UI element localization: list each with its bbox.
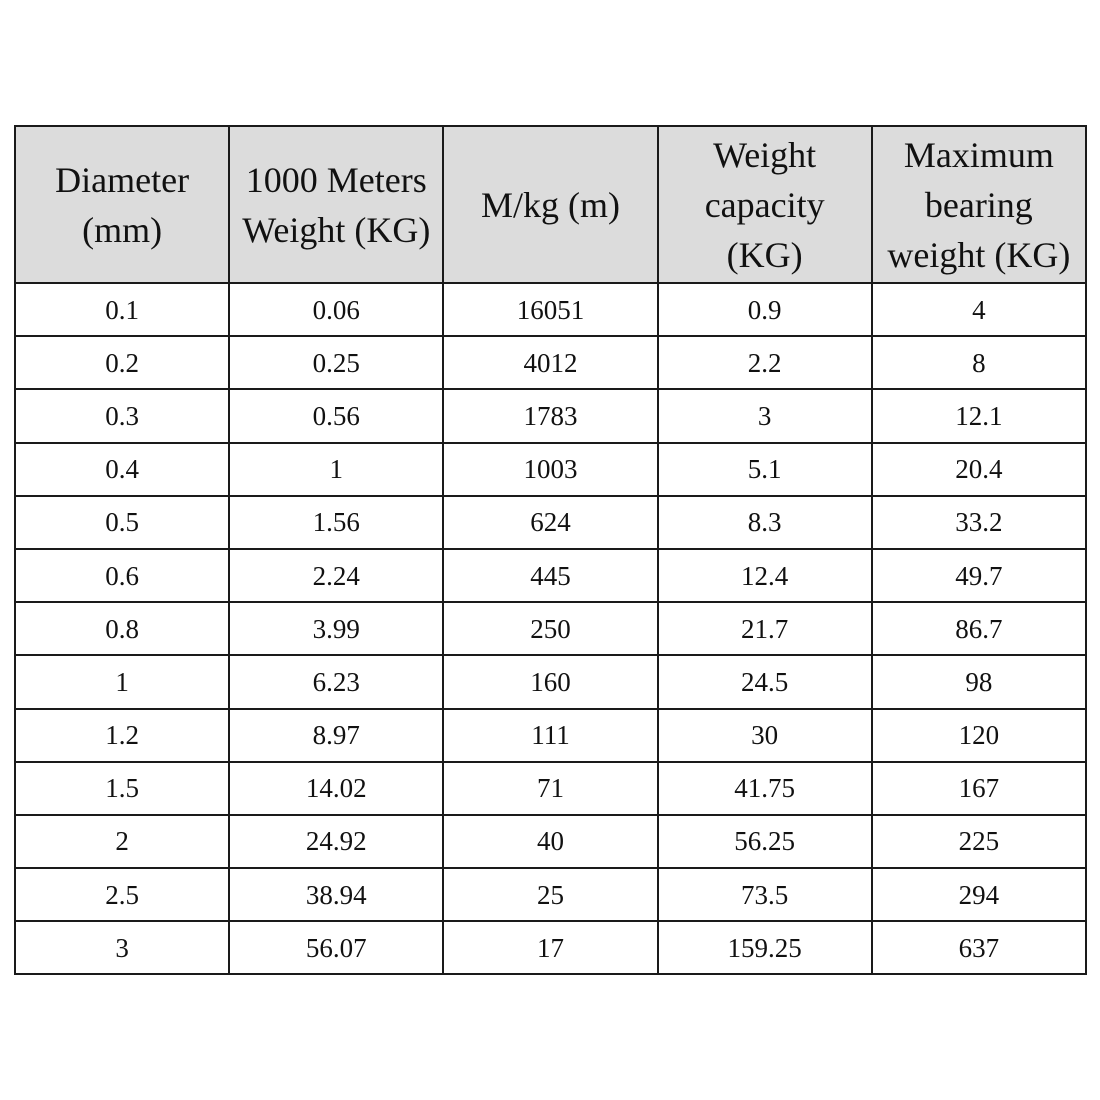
header-weight-capacity: Weight capacity (KG) <box>656 125 873 284</box>
header-row: Diameter (mm) 1000 Meters Weight (KG) M/… <box>13 125 1087 284</box>
cell-diameter: 0.8 <box>13 601 231 657</box>
cell-diameter: 0.6 <box>13 547 231 604</box>
cell-1000m-weight: 56.07 <box>228 920 445 976</box>
cell-m-per-kg: 445 <box>442 547 659 604</box>
header-diameter-line: Diameter <box>55 159 190 200</box>
cell-weight-capacity: 3 <box>656 388 873 444</box>
cell-max-bearing-weight: 86.7 <box>870 601 1087 657</box>
cell-max-bearing-weight: 225 <box>870 813 1087 870</box>
cell-1000m-weight: 1 <box>228 441 445 497</box>
cell-weight-capacity: 8.3 <box>656 494 873 550</box>
header-1000m-weight: 1000 Meters Weight (KG) <box>228 125 445 284</box>
table-row: 0.8 3.99 250 21.7 86.7 <box>13 601 1087 657</box>
cell-max-bearing-weight: 120 <box>870 707 1087 763</box>
cell-m-per-kg: 111 <box>442 707 659 763</box>
cell-max-bearing-weight: 33.2 <box>870 494 1087 550</box>
cell-m-per-kg: 1003 <box>442 441 659 497</box>
spec-table: Diameter (mm) 1000 Meters Weight (KG) M/… <box>13 125 1087 976</box>
table-row: 1 6.23 160 24.5 98 <box>13 654 1087 710</box>
cell-m-per-kg: 40 <box>442 813 659 870</box>
header-diameter: Diameter (mm) <box>13 125 231 284</box>
cell-max-bearing-weight: 49.7 <box>870 547 1087 604</box>
cell-weight-capacity: 24.5 <box>656 654 873 710</box>
header-weight-capacity-line: (KG) <box>726 234 803 275</box>
cell-m-per-kg: 160 <box>442 654 659 710</box>
cell-weight-capacity: 30 <box>656 707 873 763</box>
cell-m-per-kg: 71 <box>442 760 659 816</box>
cell-max-bearing-weight: 20.4 <box>870 441 1087 497</box>
header-m-per-kg-line: M/kg (m) <box>480 184 620 225</box>
cell-1000m-weight: 2.24 <box>228 547 445 604</box>
header-diameter-line: (mm) <box>82 209 163 250</box>
cell-diameter: 0.3 <box>13 388 231 444</box>
header-1000m-weight-line: Weight (KG) <box>242 209 431 250</box>
cell-m-per-kg: 1783 <box>442 388 659 444</box>
header-max-bearing-weight: Maximum bearing weight (KG) <box>870 125 1087 284</box>
cell-m-per-kg: 16051 <box>442 281 659 338</box>
cell-diameter: 0.2 <box>13 335 231 391</box>
cell-max-bearing-weight: 167 <box>870 760 1087 816</box>
header-max-bearing-weight-line: bearing <box>924 184 1033 225</box>
cell-1000m-weight: 0.25 <box>228 335 445 391</box>
table-row: 0.2 0.25 4012 2.2 8 <box>13 335 1087 391</box>
table-row: 2.5 38.94 25 73.5 294 <box>13 867 1087 923</box>
cell-1000m-weight: 38.94 <box>228 867 445 923</box>
cell-1000m-weight: 1.56 <box>228 494 445 550</box>
cell-diameter: 1 <box>13 654 231 710</box>
cell-weight-capacity: 41.75 <box>656 760 873 816</box>
header-m-per-kg: M/kg (m) <box>442 125 659 284</box>
header-weight-capacity-line: Weight <box>713 134 817 175</box>
header-weight-capacity-line: capacity <box>704 184 825 225</box>
cell-1000m-weight: 8.97 <box>228 707 445 763</box>
cell-weight-capacity: 159.25 <box>656 920 873 976</box>
table-row: 0.6 2.24 445 12.4 49.7 <box>13 547 1087 604</box>
table-row: 0.1 0.06 16051 0.9 4 <box>13 281 1087 338</box>
cell-m-per-kg: 624 <box>442 494 659 550</box>
table-row: 1.2 8.97 111 30 120 <box>13 707 1087 763</box>
cell-weight-capacity: 2.2 <box>656 335 873 391</box>
cell-weight-capacity: 0.9 <box>656 281 873 338</box>
cell-max-bearing-weight: 12.1 <box>870 388 1087 444</box>
cell-m-per-kg: 17 <box>442 920 659 976</box>
cell-diameter: 1.5 <box>13 760 231 816</box>
cell-weight-capacity: 12.4 <box>656 547 873 604</box>
table-row: 3 56.07 17 159.25 637 <box>13 920 1087 976</box>
cell-diameter: 0.4 <box>13 441 231 497</box>
header-max-bearing-weight-line: Maximum <box>903 134 1054 175</box>
table-row: 2 24.92 40 56.25 225 <box>13 813 1087 870</box>
cell-max-bearing-weight: 98 <box>870 654 1087 710</box>
cell-diameter: 3 <box>13 920 231 976</box>
table-row: 0.3 0.56 1783 3 12.1 <box>13 388 1087 444</box>
cell-diameter: 2.5 <box>13 867 231 923</box>
cell-1000m-weight: 3.99 <box>228 601 445 657</box>
cell-1000m-weight: 0.06 <box>228 281 445 338</box>
cell-m-per-kg: 25 <box>442 867 659 923</box>
cell-diameter: 2 <box>13 813 231 870</box>
cell-diameter: 0.1 <box>13 281 231 338</box>
cell-diameter: 0.5 <box>13 494 231 550</box>
cell-1000m-weight: 0.56 <box>228 388 445 444</box>
cell-weight-capacity: 21.7 <box>656 601 873 657</box>
cell-max-bearing-weight: 4 <box>870 281 1087 338</box>
cell-weight-capacity: 73.5 <box>656 867 873 923</box>
table-row: 0.4 1 1003 5.1 20.4 <box>13 441 1087 497</box>
cell-1000m-weight: 6.23 <box>228 654 445 710</box>
cell-m-per-kg: 250 <box>442 601 659 657</box>
cell-weight-capacity: 56.25 <box>656 813 873 870</box>
table-row: 0.5 1.56 624 8.3 33.2 <box>13 494 1087 550</box>
header-max-bearing-weight-line: weight (KG) <box>887 234 1071 275</box>
table-row: 1.5 14.02 71 41.75 167 <box>13 760 1087 816</box>
header-1000m-weight-line: 1000 Meters <box>245 159 427 200</box>
cell-max-bearing-weight: 294 <box>870 867 1087 923</box>
cell-max-bearing-weight: 637 <box>870 920 1087 976</box>
cell-max-bearing-weight: 8 <box>870 335 1087 391</box>
cell-1000m-weight: 14.02 <box>228 760 445 816</box>
cell-diameter: 1.2 <box>13 707 231 763</box>
cell-m-per-kg: 4012 <box>442 335 659 391</box>
cell-1000m-weight: 24.92 <box>228 813 445 870</box>
cell-weight-capacity: 5.1 <box>656 441 873 497</box>
